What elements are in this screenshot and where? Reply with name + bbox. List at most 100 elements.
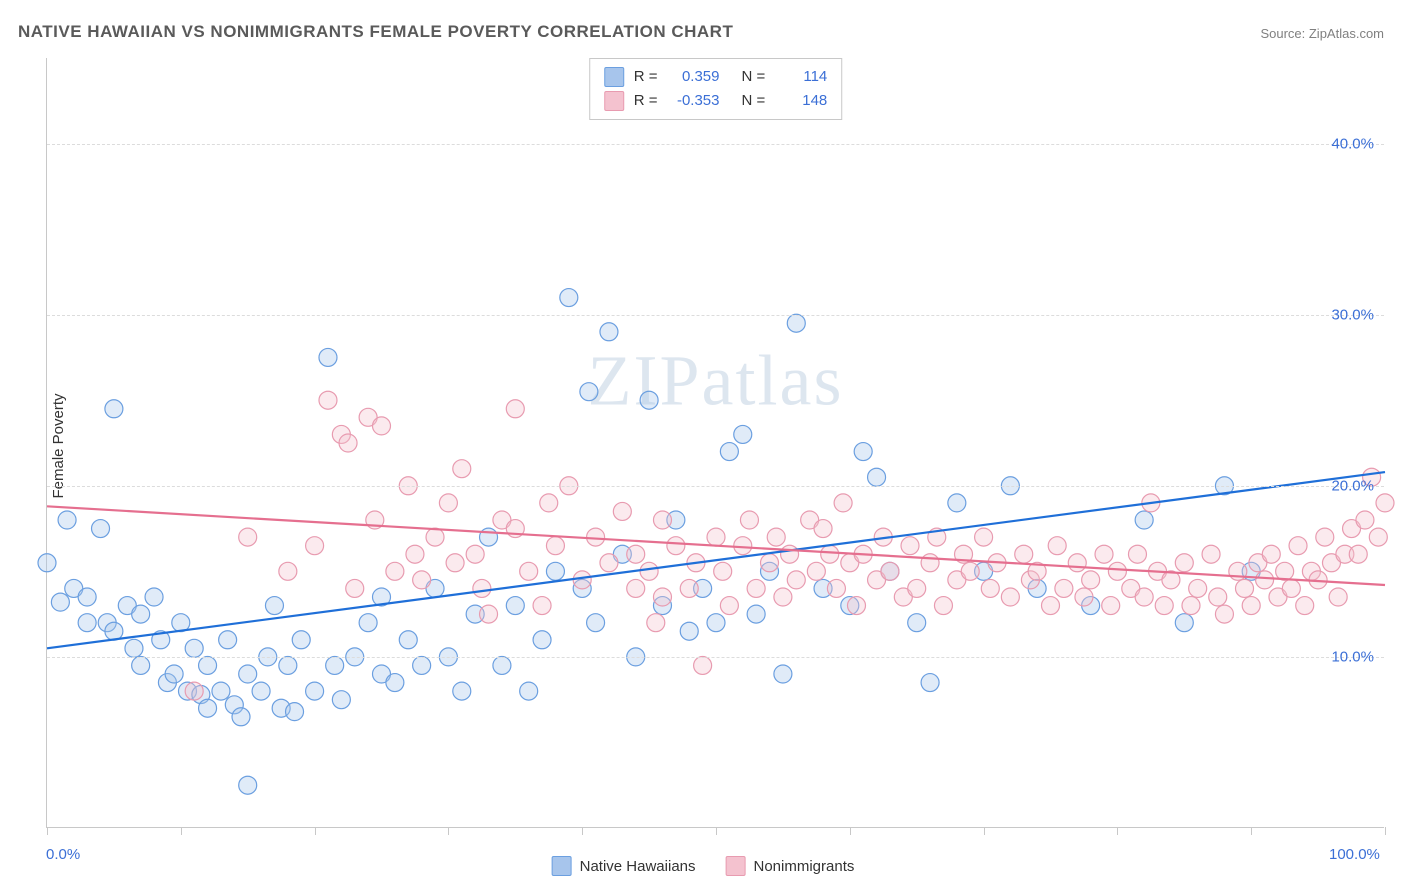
data-point	[1202, 545, 1220, 563]
data-point	[78, 614, 96, 632]
data-point	[533, 597, 551, 615]
data-point	[199, 699, 217, 717]
gridline	[47, 144, 1384, 145]
data-point	[473, 579, 491, 597]
data-point	[908, 579, 926, 597]
data-point	[453, 682, 471, 700]
data-point	[319, 391, 337, 409]
data-point	[199, 656, 217, 674]
data-point	[781, 545, 799, 563]
data-point	[707, 614, 725, 632]
data-point	[1128, 545, 1146, 563]
data-point	[720, 597, 738, 615]
data-point	[1075, 588, 1093, 606]
data-point	[1256, 571, 1274, 589]
data-point	[386, 674, 404, 692]
data-point	[854, 443, 872, 461]
x-tick	[181, 827, 182, 835]
data-point	[480, 605, 498, 623]
data-point	[734, 425, 752, 443]
data-point	[239, 665, 257, 683]
data-point	[453, 460, 471, 478]
gridline	[47, 315, 1384, 316]
data-point	[881, 562, 899, 580]
data-point	[359, 614, 377, 632]
legend-swatch	[552, 856, 572, 876]
source-label: Source: ZipAtlas.com	[1260, 26, 1384, 41]
x-tick	[1385, 827, 1386, 835]
data-point	[1135, 588, 1153, 606]
data-point	[546, 537, 564, 555]
x-tick	[1117, 827, 1118, 835]
stat-label: N =	[742, 89, 766, 113]
data-point	[680, 622, 698, 640]
data-point	[212, 682, 230, 700]
data-point	[1175, 614, 1193, 632]
x-tick	[984, 827, 985, 835]
data-point	[446, 554, 464, 572]
data-point	[165, 665, 183, 683]
data-point	[613, 502, 631, 520]
stats-row: R =0.359N =114	[604, 65, 828, 89]
data-point	[667, 537, 685, 555]
data-point	[292, 631, 310, 649]
data-point	[640, 391, 658, 409]
data-point	[1108, 562, 1126, 580]
data-point	[373, 417, 391, 435]
data-point	[339, 434, 357, 452]
data-point	[252, 682, 270, 700]
data-point	[279, 656, 297, 674]
data-point	[707, 528, 725, 546]
data-point	[1182, 597, 1200, 615]
y-tick-label: 20.0%	[1331, 477, 1374, 494]
data-point	[1015, 545, 1033, 563]
data-point	[1369, 528, 1387, 546]
stat-n-value: 148	[775, 89, 827, 113]
scatter-svg	[47, 58, 1384, 827]
legend-label: Native Hawaiians	[580, 858, 696, 875]
data-point	[38, 554, 56, 572]
data-point	[694, 656, 712, 674]
data-point	[125, 639, 143, 657]
data-point	[145, 588, 163, 606]
data-point	[1209, 588, 1227, 606]
data-point	[51, 593, 69, 611]
data-point	[520, 682, 538, 700]
data-point	[1236, 579, 1254, 597]
data-point	[1102, 597, 1120, 615]
x-tick	[315, 827, 316, 835]
data-point	[787, 314, 805, 332]
data-point	[219, 631, 237, 649]
data-point	[185, 639, 203, 657]
data-point	[1175, 554, 1193, 572]
x-tick	[716, 827, 717, 835]
data-point	[265, 597, 283, 615]
data-point	[1042, 597, 1060, 615]
data-point	[734, 537, 752, 555]
y-tick-label: 30.0%	[1331, 306, 1374, 323]
data-point	[506, 400, 524, 418]
data-point	[787, 571, 805, 589]
x-tick	[1251, 827, 1252, 835]
data-point	[647, 614, 665, 632]
stat-label: R =	[634, 89, 658, 113]
data-point	[413, 571, 431, 589]
stat-label: N =	[742, 65, 766, 89]
data-point	[239, 776, 257, 794]
legend-swatch	[604, 91, 624, 111]
data-point	[1376, 494, 1394, 512]
data-point	[761, 554, 779, 572]
data-point	[767, 528, 785, 546]
x-tick-label: 0.0%	[46, 846, 80, 863]
data-point	[406, 545, 424, 563]
data-point	[975, 528, 993, 546]
data-point	[286, 703, 304, 721]
legend-item: Nonimmigrants	[726, 856, 855, 876]
data-point	[747, 605, 765, 623]
data-point	[1289, 537, 1307, 555]
legend-label: Nonimmigrants	[754, 858, 855, 875]
data-point	[506, 597, 524, 615]
data-point	[132, 605, 150, 623]
stat-r-value: -0.353	[668, 89, 720, 113]
legend-swatch	[604, 67, 624, 87]
